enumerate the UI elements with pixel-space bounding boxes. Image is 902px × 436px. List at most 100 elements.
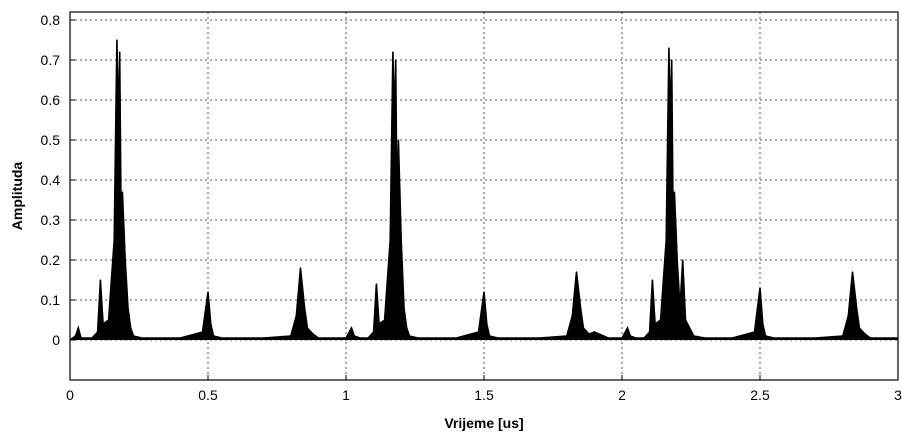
x-tick-label: 2.5 — [750, 387, 770, 403]
y-tick-label: 0.3 — [41, 212, 61, 228]
x-tick-label: 2 — [618, 387, 626, 403]
data-point — [406, 327, 408, 329]
y-tick-labels: 0 0.1 0.2 0.3 0.4 0.5 0.6 0.7 0.8 — [41, 12, 61, 348]
data-point — [108, 319, 110, 321]
data-point — [455, 337, 457, 339]
data-point — [566, 335, 568, 337]
data-point — [842, 335, 844, 337]
data-point — [77, 327, 79, 329]
data-point — [773, 337, 775, 339]
data-point — [312, 333, 314, 335]
data-point — [538, 337, 540, 339]
data-point — [262, 337, 264, 339]
data-point — [124, 259, 126, 261]
data-point — [113, 239, 115, 241]
data-point — [483, 291, 485, 293]
data-point — [367, 337, 369, 339]
data-point — [384, 319, 386, 321]
data-point — [682, 259, 684, 261]
y-tick-label: 0 — [52, 332, 60, 348]
data-point — [684, 319, 687, 321]
y-tick-label: 0.6 — [41, 92, 61, 108]
data-point — [120, 219, 122, 221]
data-point — [759, 287, 761, 289]
data-point — [676, 259, 678, 261]
data-point — [397, 139, 399, 141]
data-point — [373, 331, 375, 333]
data-point — [408, 335, 411, 337]
data-point — [649, 331, 651, 333]
data-point — [375, 283, 377, 285]
data-point — [317, 337, 319, 339]
data-point — [626, 327, 629, 329]
data-point — [762, 323, 764, 325]
data-point — [488, 335, 491, 337]
data-point — [704, 337, 706, 339]
x-tick-label: 0.5 — [198, 387, 218, 403]
y-tick-label: 0.1 — [41, 292, 61, 308]
data-point — [403, 307, 405, 309]
data-point — [350, 327, 353, 329]
x-tick-label: 0 — [66, 387, 74, 403]
data-point — [99, 279, 101, 281]
data-point — [635, 337, 637, 339]
data-point — [127, 307, 129, 309]
data-point — [417, 337, 419, 339]
data-point — [593, 331, 596, 333]
y-tick-label: 0.7 — [41, 52, 61, 68]
data-point — [91, 337, 93, 339]
data-point — [396, 219, 398, 221]
x-axis-label: Vrijeme [us] — [444, 415, 523, 431]
data-point — [629, 335, 631, 337]
data-point — [290, 335, 292, 337]
data-point — [671, 59, 673, 61]
x-tick-label: 1.5 — [474, 387, 494, 403]
data-point — [621, 337, 623, 339]
data-point — [400, 239, 402, 241]
data-point — [210, 323, 212, 325]
data-point — [306, 327, 308, 329]
data-point — [392, 51, 394, 53]
data-point — [299, 267, 302, 269]
data-point — [152, 337, 154, 339]
data-point — [869, 337, 872, 339]
data-point — [378, 323, 380, 325]
data-point — [669, 119, 671, 121]
data-point — [764, 335, 767, 337]
data-point — [212, 335, 215, 337]
data-point — [116, 39, 118, 41]
data-point — [575, 271, 578, 273]
data-point — [117, 119, 119, 121]
data-point — [201, 331, 204, 333]
data-point — [393, 119, 395, 121]
data-point — [295, 315, 297, 317]
data-point — [580, 307, 582, 309]
data-point — [486, 323, 488, 325]
data-point — [353, 335, 355, 337]
data-point — [858, 327, 861, 329]
data-point — [497, 337, 499, 339]
data-point — [304, 307, 306, 309]
data-point — [651, 279, 654, 281]
data-point — [665, 239, 667, 241]
data-point — [345, 337, 347, 339]
data-point — [673, 191, 676, 193]
data-point — [80, 337, 82, 339]
y-tick-label: 0.8 — [41, 12, 61, 28]
data-point — [141, 337, 143, 339]
data-point — [607, 337, 609, 339]
data-point — [221, 337, 223, 339]
data-point — [207, 291, 209, 293]
data-point — [679, 307, 681, 309]
y-axis-label: Amplituda — [9, 162, 25, 231]
data-point — [395, 59, 397, 61]
data-point — [753, 331, 756, 333]
data-point — [588, 333, 590, 335]
x-tick-label: 3 — [894, 387, 902, 403]
data-point — [847, 315, 849, 317]
plot-frame — [69, 11, 899, 381]
data-point — [389, 239, 391, 241]
data-point — [582, 327, 585, 329]
data-point — [132, 335, 135, 337]
data-point — [814, 337, 816, 339]
